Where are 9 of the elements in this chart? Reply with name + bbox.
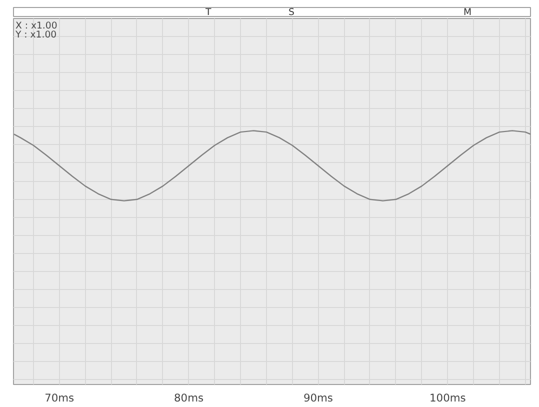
x-tick-label: 90ms [303, 392, 334, 404]
text: M [464, 7, 472, 18]
text: X : x1.00 [16, 20, 58, 32]
text: Y : x1.00 [14, 30, 57, 40]
text: T [204, 7, 212, 18]
x-tick-label: 80ms [174, 392, 204, 404]
text: S [288, 7, 294, 18]
x-tick-label: 100ms [430, 392, 466, 404]
x-tick-label: 70ms [44, 392, 75, 404]
